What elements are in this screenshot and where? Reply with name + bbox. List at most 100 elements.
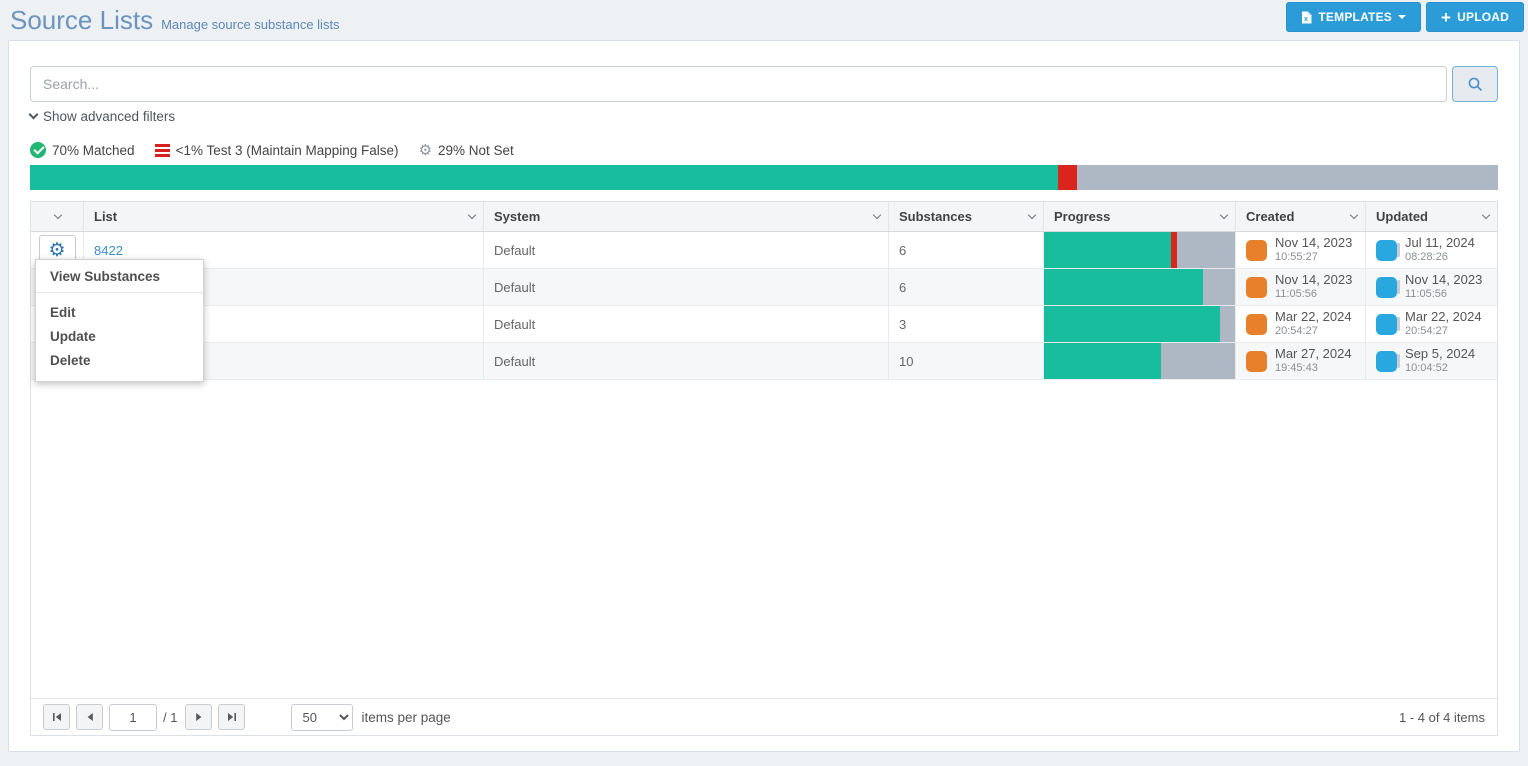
source-lists-table: List System Substances Progress Created … <box>30 201 1498 736</box>
substances-cell: 3 <box>888 306 1043 342</box>
column-menu-icon[interactable] <box>1349 210 1359 220</box>
legend-matched-label: 70% Matched <box>52 142 135 158</box>
summary-segment-test3 <box>1057 165 1077 190</box>
upload-label: UPLOAD <box>1457 10 1509 24</box>
created-time: 10:55:27 <box>1275 251 1318 263</box>
legend-not-set-label: 29% Not Set <box>438 142 514 158</box>
prev-page-icon <box>87 713 93 721</box>
column-header-system[interactable]: System <box>483 202 888 231</box>
created-cell: Nov 14, 2023 10:55:27 <box>1235 232 1365 268</box>
column-menu-icon[interactable] <box>1027 210 1037 220</box>
column-header-progress[interactable]: Progress <box>1043 202 1235 231</box>
menu-item-view-substances[interactable]: View Substances <box>50 269 161 284</box>
progress-cell <box>1043 306 1235 342</box>
list-cell: 8422 <box>83 232 483 268</box>
menu-divider <box>36 292 203 293</box>
updated-time: 11:05:56 <box>1405 288 1448 300</box>
updated-date: Mar 22, 2024 <box>1405 309 1482 324</box>
page-input[interactable] <box>109 703 157 731</box>
updated-icon <box>1376 276 1400 298</box>
substances-cell: 10 <box>888 343 1043 379</box>
progress-matched-segment <box>1044 269 1203 305</box>
menu-item-delete[interactable]: Delete <box>50 352 91 368</box>
column-header-list[interactable]: List <box>83 202 483 231</box>
last-page-icon <box>227 713 236 721</box>
updated-icon <box>1376 239 1400 261</box>
column-header-substances[interactable]: Substances <box>888 202 1043 231</box>
system-cell: Default <box>483 232 888 268</box>
menu-group: Edit Update Delete <box>36 293 203 381</box>
created-cell: Mar 27, 2024 19:45:43 <box>1235 343 1365 379</box>
search-button[interactable] <box>1452 66 1498 102</box>
column-menu-icon[interactable] <box>1481 210 1491 220</box>
substances-cell: 6 <box>888 269 1043 305</box>
table-row: ⚙ Default 3 Mar 22, 2024 20:54:27 <box>31 306 1497 343</box>
column-header-updated[interactable]: Updated <box>1365 202 1497 231</box>
progress-matched-segment <box>1044 232 1171 268</box>
prev-page-button[interactable] <box>76 704 103 730</box>
search-input[interactable] <box>30 66 1447 102</box>
created-icon <box>1246 276 1267 298</box>
menu-item-edit[interactable]: Edit <box>50 304 76 320</box>
column-menu-icon[interactable] <box>872 210 882 220</box>
legend-test3-label: <1% Test 3 (Maintain Mapping False) <box>175 142 399 158</box>
progress-not-set-segment <box>1219 306 1235 342</box>
page-size-select[interactable]: 50 <box>291 703 354 731</box>
updated-time: 08:28:26 <box>1405 251 1448 263</box>
created-date: Nov 14, 2023 <box>1275 272 1353 287</box>
page-title: Source Lists <box>10 4 154 35</box>
first-page-icon <box>52 713 61 721</box>
svg-text:x: x <box>1304 16 1308 23</box>
advanced-filters-toggle[interactable]: Show advanced filters <box>28 109 175 124</box>
created-icon <box>1246 350 1267 372</box>
pager: / 1 50 items per page 1 - 4 of 4 items <box>31 698 1497 735</box>
templates-label: TEMPLATES <box>1318 10 1392 24</box>
updated-icon <box>1376 350 1400 372</box>
column-header-created[interactable]: Created <box>1235 202 1365 231</box>
created-icon <box>1246 313 1267 335</box>
table-row: ⚙ Default 10 Mar 27, 2024 19:45:43 <box>31 343 1497 380</box>
updated-time: 10:04:52 <box>1405 362 1448 374</box>
progress-matched-segment <box>1044 343 1161 379</box>
summary-progress-bar <box>30 165 1498 190</box>
updated-cell: Sep 5, 2024 10:04:52 <box>1365 343 1497 379</box>
updated-icon <box>1376 313 1400 335</box>
column-menu-icon[interactable] <box>53 210 63 220</box>
substances-cell: 6 <box>888 232 1043 268</box>
progress-test3-segment <box>1171 232 1177 268</box>
templates-button[interactable]: x TEMPLATES <box>1286 2 1421 32</box>
updated-cell: Nov 14, 2023 11:05:56 <box>1365 269 1497 305</box>
created-time: 20:54:27 <box>1275 325 1318 337</box>
column-menu-icon[interactable] <box>467 210 477 220</box>
progress-not-set-segment <box>1202 269 1235 305</box>
list-link[interactable]: 8422 <box>94 242 123 258</box>
first-page-button[interactable] <box>43 704 70 730</box>
progress-matched-segment <box>1044 306 1220 342</box>
progress-cell <box>1043 343 1235 379</box>
red-bars-icon <box>154 143 170 157</box>
updated-time: 20:54:27 <box>1405 325 1448 337</box>
next-page-button[interactable] <box>185 704 213 730</box>
legend-item-test3: <1% Test 3 (Maintain Mapping False) <box>154 142 399 158</box>
plus-icon: + <box>1440 7 1452 27</box>
menu-item-update[interactable]: Update <box>50 328 96 344</box>
created-time: 19:45:43 <box>1275 362 1318 374</box>
created-time: 11:05:56 <box>1275 288 1318 300</box>
table-empty-area <box>31 380 1497 698</box>
file-icon: x <box>1302 11 1312 23</box>
items-per-page-label: items per page <box>361 709 451 725</box>
progress-cell <box>1043 269 1235 305</box>
column-menu-icon[interactable] <box>1219 210 1229 220</box>
upload-button[interactable]: + UPLOAD <box>1425 2 1524 32</box>
created-cell: Nov 14, 2023 11:05:56 <box>1235 269 1365 305</box>
topbar: Source Lists Manage source substance lis… <box>0 0 1528 40</box>
updated-date: Jul 11, 2024 <box>1405 235 1475 250</box>
table-header-row: List System Substances Progress Created … <box>31 202 1497 232</box>
created-cell: Mar 22, 2024 20:54:27 <box>1235 306 1365 342</box>
created-date: Mar 27, 2024 <box>1275 346 1352 361</box>
summary-segment-not-set <box>1076 165 1498 190</box>
page-count-label: / 1 <box>163 709 178 725</box>
column-header-actions <box>31 202 83 231</box>
chevron-down-icon <box>28 109 39 120</box>
last-page-button[interactable] <box>218 704 246 730</box>
